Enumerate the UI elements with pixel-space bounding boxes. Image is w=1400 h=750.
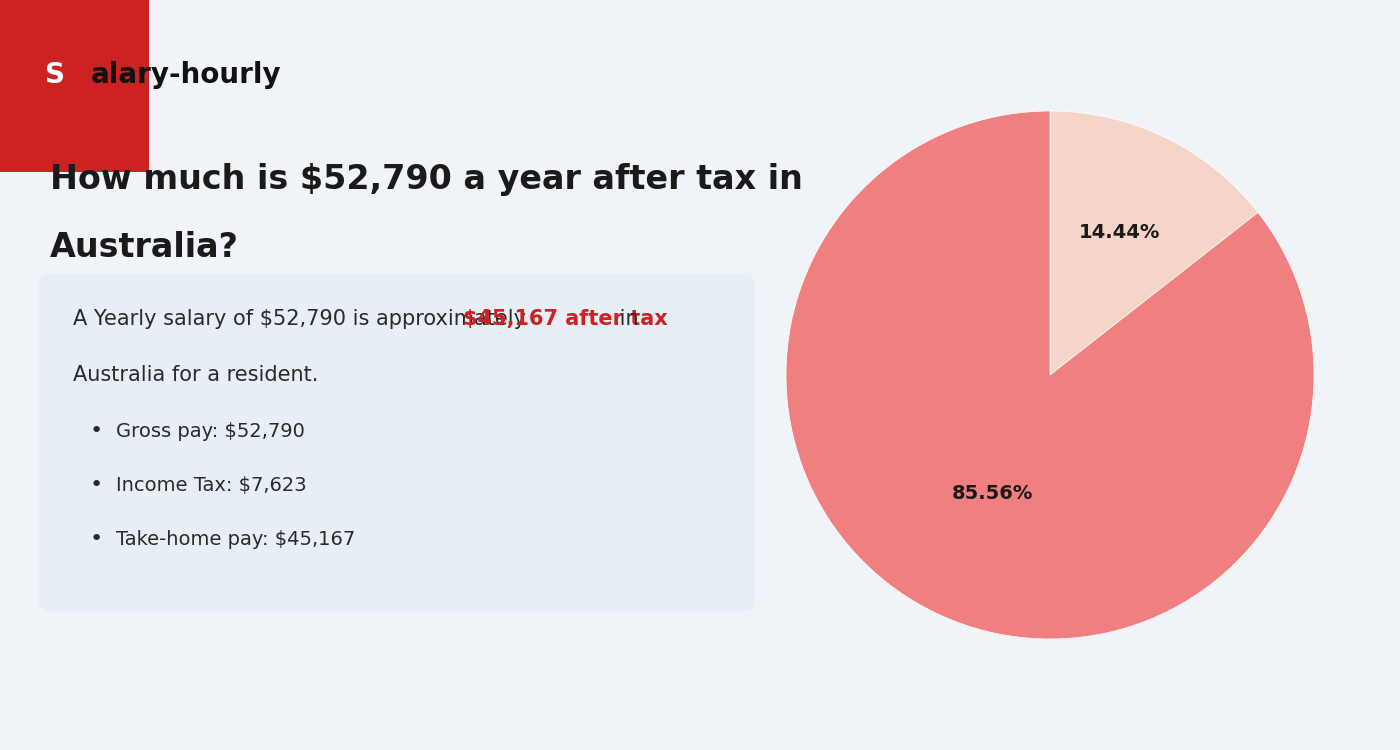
Wedge shape [785, 111, 1315, 639]
Text: Income Tax: $7,623: Income Tax: $7,623 [115, 476, 307, 495]
Text: •: • [90, 422, 102, 441]
Text: S: S [45, 61, 66, 89]
Text: How much is $52,790 a year after tax in: How much is $52,790 a year after tax in [50, 164, 804, 196]
Text: Gross pay: $52,790: Gross pay: $52,790 [115, 422, 304, 441]
Text: Australia?: Australia? [50, 231, 239, 264]
Text: Australia for a resident.: Australia for a resident. [73, 365, 319, 385]
Text: A Yearly salary of $52,790 is approximately: A Yearly salary of $52,790 is approximat… [73, 309, 533, 328]
Text: •: • [90, 530, 102, 549]
FancyBboxPatch shape [39, 274, 755, 611]
Text: 85.56%: 85.56% [952, 484, 1033, 503]
Text: $45,167 after tax: $45,167 after tax [463, 309, 668, 328]
Text: Take-home pay: $45,167: Take-home pay: $45,167 [115, 530, 354, 549]
Wedge shape [1050, 111, 1259, 375]
Text: alary-hourly: alary-hourly [91, 61, 281, 89]
Text: •: • [90, 476, 102, 495]
Text: 14.44%: 14.44% [1079, 223, 1161, 242]
Text: in: in [613, 309, 638, 328]
Legend: Income Tax, Take-home Pay: Income Tax, Take-home Pay [823, 0, 1211, 2]
